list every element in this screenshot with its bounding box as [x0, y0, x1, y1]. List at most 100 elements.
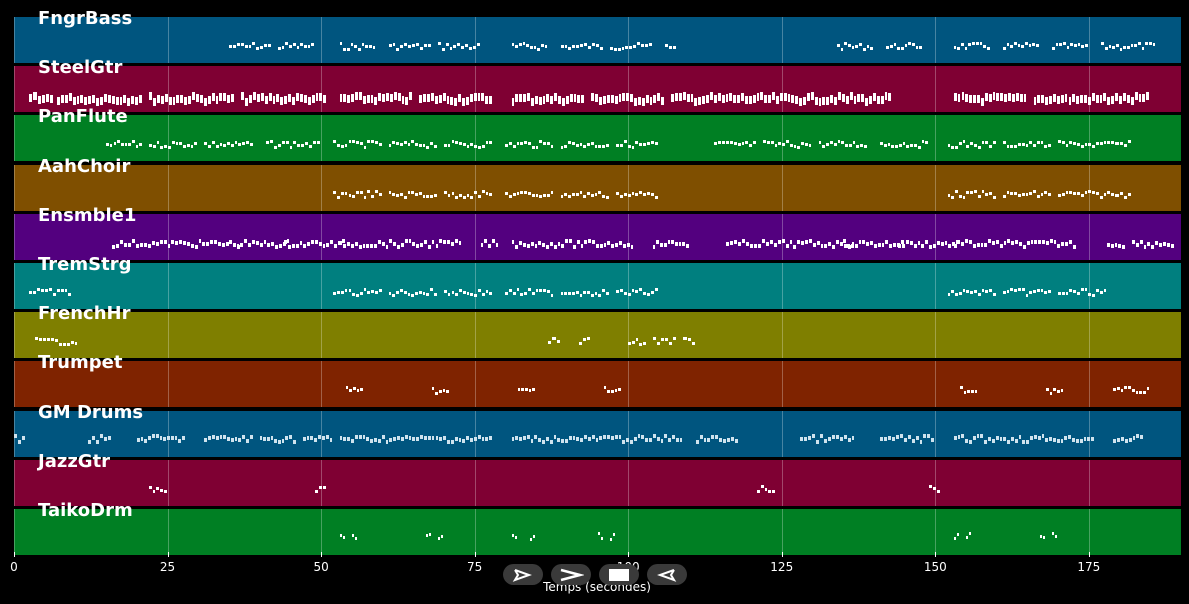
track-label: TaikoDrm [38, 500, 133, 521]
note [393, 436, 397, 441]
note [579, 342, 583, 346]
note [248, 45, 252, 48]
note [439, 390, 442, 394]
note [1127, 192, 1131, 196]
note [329, 437, 333, 442]
gridline [935, 164, 937, 211]
gridline [781, 459, 783, 506]
note [1143, 244, 1147, 249]
note [343, 243, 347, 248]
note [522, 42, 526, 45]
note [880, 142, 883, 146]
note [1136, 433, 1140, 438]
note [203, 98, 207, 107]
track-fngrbass[interactable] [14, 17, 1181, 63]
note [477, 194, 481, 198]
note [699, 434, 703, 439]
note [96, 98, 99, 107]
track-aahchoir[interactable] [14, 164, 1181, 211]
note [568, 292, 571, 295]
note [975, 42, 979, 45]
play-button[interactable] [503, 564, 543, 585]
x-tick [14, 552, 15, 557]
note [192, 92, 196, 101]
track-ensmble1[interactable] [14, 213, 1181, 260]
note [123, 95, 127, 104]
note [170, 435, 174, 440]
track-gm-drums[interactable] [14, 410, 1181, 457]
note [1159, 242, 1163, 247]
note [1030, 435, 1033, 440]
note [749, 144, 753, 148]
note [840, 48, 844, 51]
note [526, 44, 529, 47]
note [619, 144, 623, 148]
note [665, 338, 669, 342]
note [388, 44, 392, 47]
track-taikodrm[interactable] [14, 509, 1181, 555]
track-panflute[interactable] [14, 115, 1181, 162]
note [454, 238, 458, 243]
note [1122, 93, 1126, 102]
note [60, 95, 64, 104]
note [1053, 388, 1056, 392]
play-icon [512, 568, 532, 582]
note [535, 193, 539, 197]
note [411, 294, 415, 297]
note [348, 289, 352, 292]
note [977, 95, 980, 104]
note [876, 96, 880, 105]
note [52, 293, 56, 296]
note [378, 93, 382, 102]
note [1059, 43, 1063, 46]
note [1022, 439, 1026, 444]
note [1084, 95, 1087, 104]
track-trumpet[interactable] [14, 361, 1181, 408]
track-label: FngrBass [38, 8, 133, 29]
note [167, 243, 171, 248]
note [108, 435, 112, 440]
note [131, 140, 135, 144]
note [215, 435, 219, 440]
note [773, 242, 777, 247]
note [1022, 244, 1026, 249]
note [1040, 289, 1044, 292]
note [886, 46, 889, 49]
note [400, 143, 403, 147]
rewind-button[interactable] [647, 564, 687, 585]
track-steelgtr[interactable] [14, 66, 1181, 113]
note [888, 93, 892, 102]
note [592, 239, 595, 244]
note [228, 239, 232, 244]
note [834, 97, 837, 106]
note [539, 289, 543, 292]
note [533, 46, 537, 49]
note [441, 48, 445, 51]
note [661, 97, 665, 106]
note [633, 45, 637, 48]
note [446, 390, 450, 394]
note [374, 243, 377, 248]
note [289, 45, 292, 48]
stop-button[interactable] [599, 564, 639, 585]
note [196, 94, 199, 103]
note [531, 146, 535, 150]
note [989, 289, 992, 292]
gridline [1088, 66, 1090, 113]
note [902, 243, 906, 248]
note [377, 438, 381, 443]
track-jazzgtr[interactable] [14, 459, 1181, 506]
note [363, 288, 367, 291]
note [645, 95, 649, 104]
note [851, 46, 855, 49]
note [599, 435, 603, 440]
note [447, 239, 450, 244]
note [812, 242, 816, 247]
note [128, 143, 131, 147]
track-frenchhr[interactable] [14, 312, 1181, 359]
forward-button[interactable] [551, 564, 591, 585]
track-tremstrg[interactable] [14, 263, 1181, 309]
note [665, 44, 669, 47]
note [964, 47, 968, 50]
note [1060, 438, 1064, 443]
